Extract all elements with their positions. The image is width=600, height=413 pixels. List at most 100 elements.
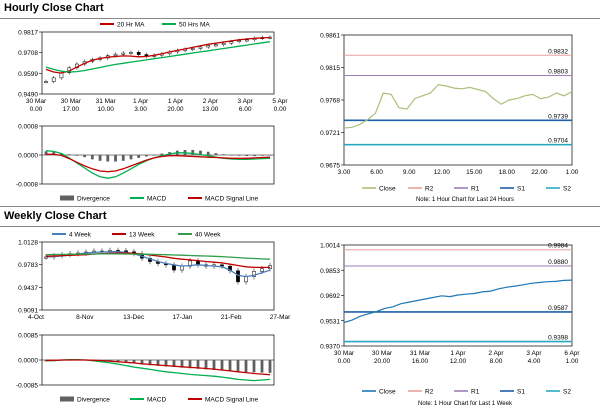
candle-body — [244, 276, 248, 283]
candle-body — [214, 44, 218, 47]
y-tick-label: 0.9490 — [18, 92, 38, 99]
levels-legend-1-label: R2 — [425, 389, 434, 396]
divergence-bar — [67, 154, 71, 155]
price-plot-frame — [41, 31, 275, 95]
divergence-bar — [129, 155, 133, 160]
divergence-bar — [148, 360, 152, 366]
x-tick-time: 10.00 — [98, 106, 115, 113]
x-tick-date: 1 Apr — [168, 98, 184, 105]
close-line — [343, 83, 573, 129]
divergence-bar — [98, 155, 102, 161]
weekly-macd-chart: 0.0085 0.0000 -0.0085 Divergence MACD MACD Si… — [16, 333, 275, 404]
candle-body — [237, 40, 241, 42]
y-tick-label: 0.9091 — [18, 308, 38, 315]
x-tick-label: 4-Oct — [28, 314, 44, 321]
y-tick-label: 0.9815 — [320, 65, 340, 72]
levels-legend-2-label: R1 — [471, 389, 480, 396]
divergence-bar — [137, 155, 141, 158]
divergence-bar — [245, 155, 249, 157]
divergence-bar — [237, 155, 241, 156]
macd-legend-divergence-label: Divergence — [77, 397, 110, 404]
x-tick-time: 12.00 — [450, 358, 467, 365]
x-tick-date: 6 Apr — [564, 350, 580, 357]
x-tick-date: 1 Apr — [450, 350, 466, 357]
y-tick-label: 0.9692 — [320, 293, 340, 300]
macd-legend-signal-label: MACD Signal Line — [205, 196, 258, 203]
x-tick-time: 3.00 — [134, 106, 147, 113]
divergence-bar — [156, 360, 160, 366]
macd-signal-line — [46, 153, 271, 173]
x-tick-time: 20.00 — [167, 106, 184, 113]
candle-body — [220, 264, 224, 267]
candle-body — [129, 52, 133, 54]
ma-line-1 — [45, 252, 270, 269]
price-legend-2-label: 40 Week — [195, 232, 221, 239]
levels-legend-2-label: R1 — [471, 186, 480, 193]
divergence-bar — [220, 360, 224, 371]
price-legend-1-label: 50 Hrs MA — [179, 22, 210, 29]
divergence-bar — [228, 360, 232, 372]
divergence-bar — [236, 360, 240, 372]
y-tick-label: -0.0008 — [16, 182, 38, 189]
divergence-bar — [75, 155, 79, 156]
divergence-bar — [188, 360, 192, 369]
x-tick-time: 16.00 — [412, 358, 429, 365]
y-tick-label: 0.9437 — [18, 285, 38, 292]
weekly-price-chart: 4 Week 13 Week 40 Week 1.0128 0.9783 0.9437 0.… — [18, 232, 291, 322]
macd-legend-divergence-swatch — [60, 195, 74, 201]
hourly-macd-chart: 0.0008 0.0000 -0.0008 Divergence MACD MACD Si… — [16, 124, 275, 203]
macd-legend-divergence-label: Divergence — [77, 196, 110, 203]
candle-body — [51, 77, 56, 82]
x-tick-date: 30 Mar — [26, 98, 47, 105]
x-tick-date: 2 Apr — [203, 98, 219, 105]
x-tick-time: 6.00 — [239, 106, 252, 113]
divergence-bar — [268, 155, 272, 156]
level-label-s2: 0.9704 — [548, 138, 568, 145]
candle-body — [198, 46, 203, 49]
weekly-levels-note: Note: 1 Hour Chart for Last 1 Week — [418, 401, 512, 407]
x-tick-date: 3 Apr — [238, 98, 254, 105]
weekly-section-title: Weekly Close Chart — [4, 210, 107, 222]
y-tick-label: 0.0085 — [18, 333, 38, 340]
hourly-title-rule — [0, 18, 600, 19]
y-tick-label: 0.9721 — [320, 130, 340, 137]
ma-line-0 — [45, 36, 271, 74]
divergence-bar — [164, 360, 168, 367]
x-tick-date: 1 Apr — [133, 98, 149, 105]
divergence-bar — [124, 360, 128, 363]
macd-legend-macd-label: MACD — [147, 196, 166, 203]
divergence-bar — [260, 360, 264, 373]
divergence-bar — [52, 152, 56, 155]
candle-body — [260, 268, 264, 272]
x-tick-date: 31 Mar — [96, 98, 117, 105]
y-tick-label: -0.0085 — [16, 383, 38, 390]
divergence-bar — [191, 149, 195, 155]
level-label-r1: 0.9803 — [548, 69, 568, 76]
level-label-r2: 0.9984 — [548, 243, 568, 250]
divergence-bar — [206, 151, 210, 155]
x-tick-time: 4.00 — [528, 358, 541, 365]
level-label-s2: 0.9398 — [548, 335, 568, 342]
ma-line-0 — [45, 251, 271, 278]
candle-body — [44, 81, 48, 83]
y-tick-label: 0.9861 — [320, 33, 340, 40]
x-tick-time: 0.00 — [338, 358, 351, 365]
levels-legend-3-label: S1 — [517, 389, 525, 396]
macd-legend-divergence-swatch — [60, 396, 74, 402]
candle-body — [221, 42, 226, 45]
divergence-bar — [83, 155, 87, 158]
x-tick-date: 30 Mar — [61, 98, 82, 105]
candle-body — [236, 270, 240, 283]
divergence-bar — [106, 155, 110, 162]
y-tick-label: 0.0000 — [18, 358, 38, 365]
candle-body — [121, 52, 126, 55]
weekly-levels-chart: 1.0014 0.9853 0.9692 0.9531 0.9370 0.9984 0.98… — [320, 243, 580, 396]
x-tick-label: 27-Mar — [270, 314, 291, 321]
weekly-top-rule — [0, 206, 600, 207]
macd-legend-signal-label: MACD Signal Line — [205, 397, 258, 404]
x-tick-time: 0.00 — [30, 106, 43, 113]
x-tick-label: 6.00 — [370, 169, 383, 176]
divergence-bar — [160, 153, 164, 155]
divergence-bar — [152, 155, 156, 156]
y-tick-label: 0.9531 — [320, 318, 340, 325]
